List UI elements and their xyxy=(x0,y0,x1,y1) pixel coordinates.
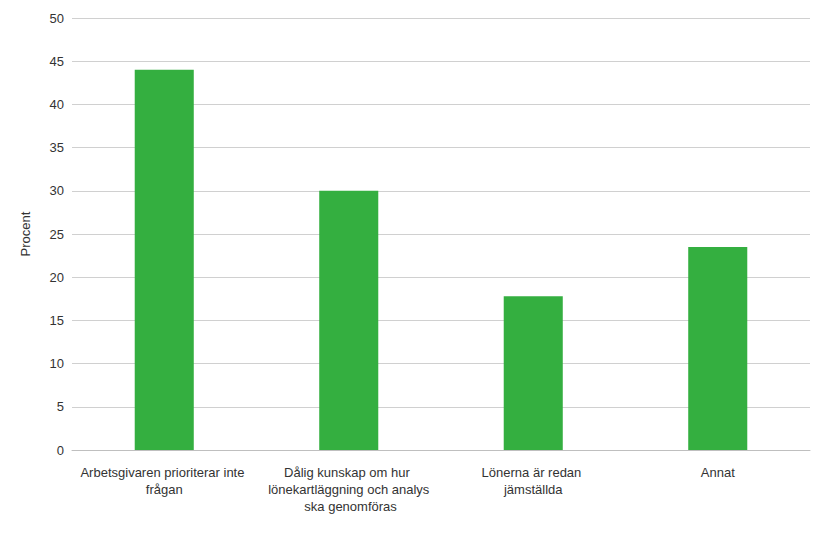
svg-text:ska genomföras: ska genomföras xyxy=(301,499,398,514)
svg-text:15: 15 xyxy=(50,313,64,328)
svg-text:Lönerna är redan: Lönerna är redan xyxy=(482,465,585,480)
svg-text:jämställda: jämställda xyxy=(503,482,563,497)
svg-text:0: 0 xyxy=(57,443,64,458)
svg-text:lönekartläggning och analys: lönekartläggning och analys xyxy=(268,482,430,497)
svg-text:35: 35 xyxy=(50,140,64,155)
svg-text:40: 40 xyxy=(50,97,64,112)
svg-text:Procent: Procent xyxy=(18,211,33,256)
svg-text:50: 50 xyxy=(50,11,64,26)
svg-text:25: 25 xyxy=(50,227,64,242)
svg-text:frågan: frågan xyxy=(146,482,183,497)
svg-text:20: 20 xyxy=(50,270,64,285)
svg-text:30: 30 xyxy=(50,183,64,198)
svg-text:10: 10 xyxy=(50,356,64,371)
svg-text:5: 5 xyxy=(57,399,64,414)
svg-text:Dålig kunskap om hur: Dålig kunskap om hur xyxy=(284,465,413,480)
svg-text:45: 45 xyxy=(50,54,64,69)
svg-text:Arbetsgivaren prioriterar inte: Arbetsgivaren prioriterar inte xyxy=(80,465,248,480)
svg-text:Annat: Annat xyxy=(701,465,735,480)
